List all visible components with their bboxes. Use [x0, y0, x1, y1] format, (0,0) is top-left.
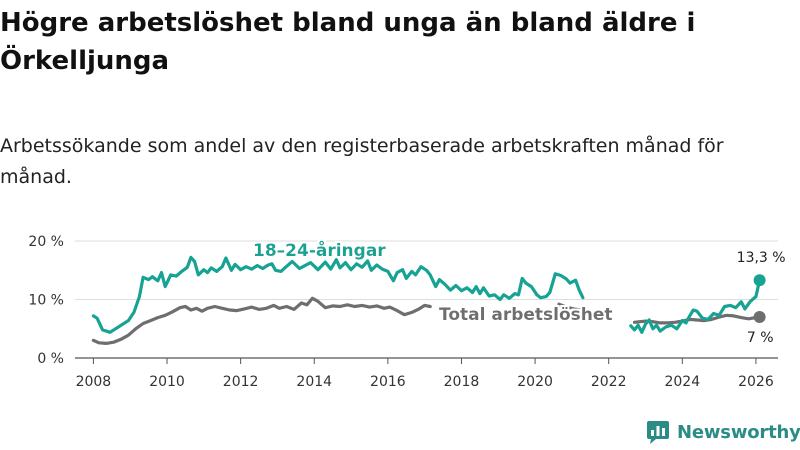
- total-end-marker: [753, 311, 766, 324]
- page-subtitle: Arbetssökande som andel av den registerb…: [0, 135, 724, 188]
- youth-series-line: [91, 255, 585, 334]
- youth-series-line: [629, 278, 762, 334]
- x-tick-label: 2010: [149, 374, 185, 390]
- axes: 0 % 10 % 20 % 2008 2010 2012 2014 2016 2018 2020 2…: [28, 234, 778, 390]
- x-tick-label: 2014: [296, 374, 332, 390]
- total-series-line: [632, 313, 762, 325]
- total-end-value: 7 %: [747, 330, 774, 346]
- x-tick-label: 2020: [517, 374, 553, 390]
- total-series-line: [557, 302, 583, 312]
- youth-series-label: 18–24-åringar: [253, 239, 386, 261]
- x-tick-label: 2018: [444, 374, 480, 390]
- x-tick-label: 2024: [664, 374, 700, 390]
- x-tick-label: 2008: [76, 374, 112, 390]
- page-title: Högre arbetslöshet bland unga än bland ä…: [0, 8, 696, 76]
- brand-logo: Newsworthy: [645, 419, 800, 445]
- newsworthy-logo-icon: [647, 421, 669, 444]
- brand-name: Newsworthy: [677, 421, 800, 443]
- x-tick-label: 2022: [591, 374, 627, 390]
- x-tick-label: 2016: [370, 374, 406, 390]
- y-tick-label: 0 %: [37, 351, 64, 367]
- chart-labels: 18–24-åringar Total arbetslöshet 13,3 % 7 %: [253, 239, 786, 346]
- series-lines: [91, 255, 766, 345]
- y-tick-label: 20 %: [28, 234, 64, 250]
- youth-end-marker: [753, 274, 766, 287]
- x-tick-label: 2012: [223, 374, 259, 390]
- x-tick-label: 2026: [738, 374, 774, 390]
- total-series-line: [91, 296, 432, 345]
- y-tick-label: 10 %: [28, 293, 64, 309]
- grid-lines: [75, 240, 778, 300]
- total-series-label: Total arbetslöshet: [439, 305, 613, 325]
- youth-end-value: 13,3 %: [737, 250, 786, 266]
